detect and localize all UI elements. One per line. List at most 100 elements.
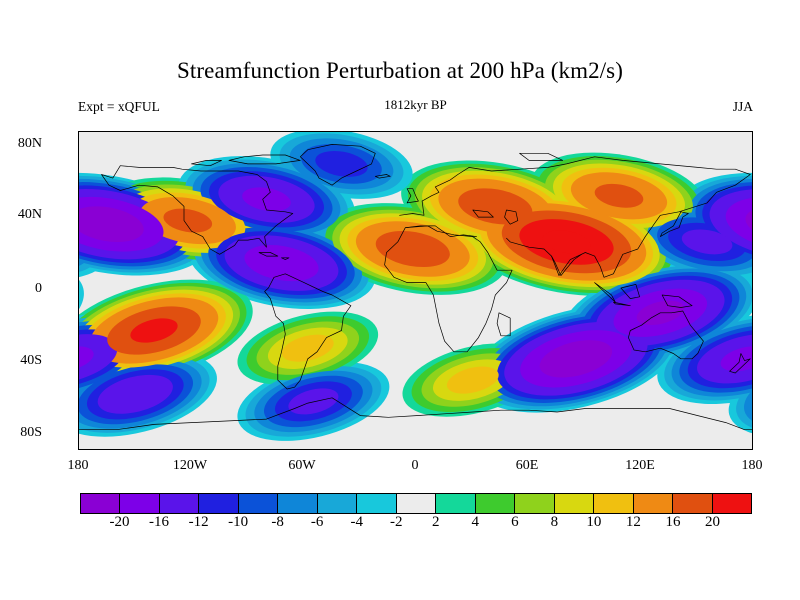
colorbar-cell-5 — [278, 494, 318, 513]
colorbar-tick-8: 2 — [432, 514, 440, 530]
coastline-path — [551, 253, 582, 276]
contour-band — [375, 230, 450, 268]
coastline-path — [496, 312, 511, 337]
coastline-path — [661, 294, 693, 308]
contour-band — [79, 206, 144, 243]
coastline-path — [101, 165, 294, 255]
xtick-60e: 60E — [515, 458, 539, 473]
contour-band — [542, 230, 591, 254]
coastline-path — [472, 209, 494, 218]
experiment-label: Expt = xQFUL — [78, 99, 160, 114]
contour-band — [79, 346, 94, 372]
xtick-120e: 120E — [625, 458, 655, 473]
colorbar-cell-1 — [120, 494, 160, 513]
contour-band — [281, 334, 334, 362]
colorbar-tick-11: 8 — [550, 514, 559, 530]
colorbar-cell-12 — [554, 494, 595, 513]
colorbar-tick-0: -20 — [109, 514, 130, 530]
colorbar-tick-15: 20 — [704, 514, 720, 530]
ytick-0: 0 — [35, 281, 42, 296]
colorbar-labels: -20 -16 -12 -10 -8 -6 -4 -2 2 4 6 8 10 12 16 20 — [80, 514, 752, 534]
colorbar-cell-7 — [357, 494, 397, 513]
contour-field — [79, 132, 752, 441]
colorbar-cell-4 — [238, 494, 279, 513]
coastline-path — [628, 310, 704, 360]
coastline-path — [404, 225, 477, 237]
coastline-path — [399, 156, 736, 216]
colorbar-cell-3 — [199, 494, 239, 513]
coastline-path — [504, 209, 519, 225]
coastline-path — [729, 353, 751, 374]
colorbar-tick-3: -10 — [228, 514, 249, 530]
page-title: Streamfunction Perturbation at 200 hPa (… — [177, 58, 623, 83]
colorbar-cell-15 — [673, 494, 713, 513]
colorbar-tick-13: 12 — [625, 514, 641, 530]
coastline-path — [519, 152, 564, 161]
period-label: 1812kyr BP — [384, 97, 447, 112]
colorbar-tick-6: -4 — [350, 514, 363, 530]
contour-band — [446, 366, 499, 394]
contour-band — [288, 388, 339, 415]
colorbar-cell-8 — [396, 494, 437, 513]
coastline-path — [281, 257, 290, 260]
colorbar-tick-12: 10 — [586, 514, 602, 530]
ytick-80n: 80N — [17, 136, 42, 151]
contour-band — [681, 229, 733, 255]
xtick-60w: 60W — [288, 458, 316, 473]
contour-band — [315, 150, 368, 177]
contour-band — [242, 187, 291, 212]
colorbar-cell-2 — [159, 494, 200, 513]
coastline-path — [384, 225, 513, 353]
colorbar-cell-10 — [475, 494, 516, 513]
contour-band — [130, 318, 178, 343]
coastline-path — [264, 273, 352, 390]
contour-band — [720, 346, 752, 372]
colorbar-tick-4: -8 — [271, 514, 284, 530]
coastline-path — [228, 154, 301, 165]
season-label: JJA — [732, 99, 753, 114]
colorbar-cell-16 — [712, 494, 751, 513]
contour-band — [79, 334, 118, 384]
colorbar-tick-5: -6 — [310, 514, 324, 530]
xtick-180e: 180 — [741, 458, 763, 473]
coastline-path — [659, 211, 689, 237]
coastline-path — [613, 301, 631, 307]
coastlines — [79, 144, 752, 431]
coastline-path — [258, 252, 279, 257]
colorbar-cell-13 — [594, 494, 634, 513]
coastline-path — [191, 160, 222, 167]
colorbar-tick-7: -2 — [389, 514, 403, 530]
contour-band — [163, 208, 213, 233]
coastline-path — [374, 174, 391, 179]
coastline-path — [620, 284, 640, 299]
contour-band — [594, 183, 644, 208]
coastline-path — [299, 144, 376, 186]
header-row: Expt = xQFUL 1812kyr BP JJA — [78, 97, 753, 117]
colorbar-cell-0 — [81, 494, 121, 513]
xtick-180w: 180 — [67, 458, 89, 473]
colorbar-tick-1: -16 — [149, 514, 170, 530]
contour-band — [539, 340, 613, 378]
colorbar-cell-11 — [515, 494, 555, 513]
colorbar-tick-9: 4 — [471, 514, 480, 530]
colorbar-cell-9 — [436, 494, 476, 513]
colorbar — [80, 493, 752, 514]
contour-band — [97, 374, 173, 414]
coastline-path — [594, 282, 616, 303]
coastline-path — [506, 168, 751, 278]
colorbar-tick-14: 16 — [665, 514, 681, 530]
coastline-path — [406, 188, 419, 204]
ytick-80s: 80S — [20, 425, 42, 440]
colorbar-tick-2: -12 — [188, 514, 209, 530]
map-canvas — [78, 131, 753, 450]
colorbar-cell-14 — [633, 494, 674, 513]
ytick-40n: 40N — [17, 207, 42, 222]
ytick-40s: 40S — [20, 353, 42, 368]
colorbar-cell-6 — [317, 494, 358, 513]
map-plot — [78, 131, 753, 450]
xtick-120w: 120W — [172, 458, 208, 473]
coastline-path — [79, 397, 752, 431]
colorbar-tick-10: 6 — [511, 514, 519, 530]
xtick-0: 0 — [411, 458, 419, 473]
